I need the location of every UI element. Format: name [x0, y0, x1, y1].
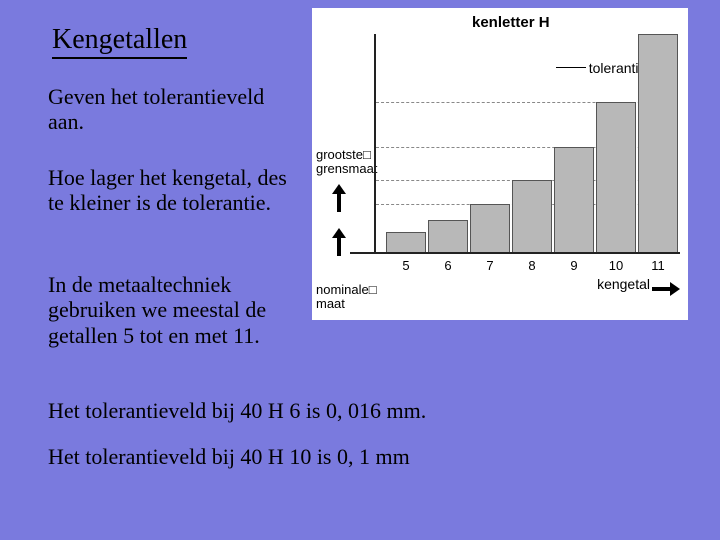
- arrow-up-icon: [332, 228, 346, 256]
- x-tick-label: 11: [651, 258, 665, 273]
- bars-area: [378, 34, 678, 252]
- chart-figure: kenletter H tolerantieveld grootste□ gre…: [312, 8, 688, 320]
- x-axis-labels: 5 6 7 8 9 10 11: [378, 258, 678, 276]
- bar: [386, 232, 426, 252]
- kengetal-axis-label: kengetal: [597, 276, 650, 292]
- arrow-right-icon: [652, 282, 680, 296]
- bar: [428, 220, 468, 252]
- bar: [512, 180, 552, 252]
- paragraph-4: Het tolerantieveld bij 40 H 6 is 0, 016 …: [48, 398, 648, 423]
- bar: [638, 34, 678, 252]
- bar: [554, 147, 594, 252]
- paragraph-5: Het tolerantieveld bij 40 H 10 is 0, 1 m…: [48, 444, 648, 469]
- arrow-up-icon: [332, 184, 346, 212]
- x-axis-line: [350, 252, 680, 254]
- bar: [470, 204, 510, 252]
- grootste-grensmaat-label: grootste□ grensmaat: [316, 148, 377, 175]
- x-tick-label: 10: [609, 258, 623, 273]
- x-tick-label: 9: [570, 258, 577, 273]
- paragraph-3: In de metaaltechniek gebruiken we meesta…: [48, 272, 308, 348]
- page-title: Kengetallen: [52, 24, 187, 59]
- y-axis-line: [374, 34, 376, 254]
- x-tick-label: 5: [402, 258, 409, 273]
- bar: [596, 102, 636, 252]
- x-tick-label: 6: [444, 258, 451, 273]
- nominale-maat-label: nominale□ maat: [316, 283, 377, 310]
- kenletter-label: kenletter H: [472, 14, 550, 31]
- paragraph-2: Hoe lager het kengetal, des te kleiner i…: [48, 165, 298, 216]
- x-tick-label: 7: [486, 258, 493, 273]
- x-tick-label: 8: [528, 258, 535, 273]
- paragraph-1: Geven het tolerantieveld aan.: [48, 84, 298, 135]
